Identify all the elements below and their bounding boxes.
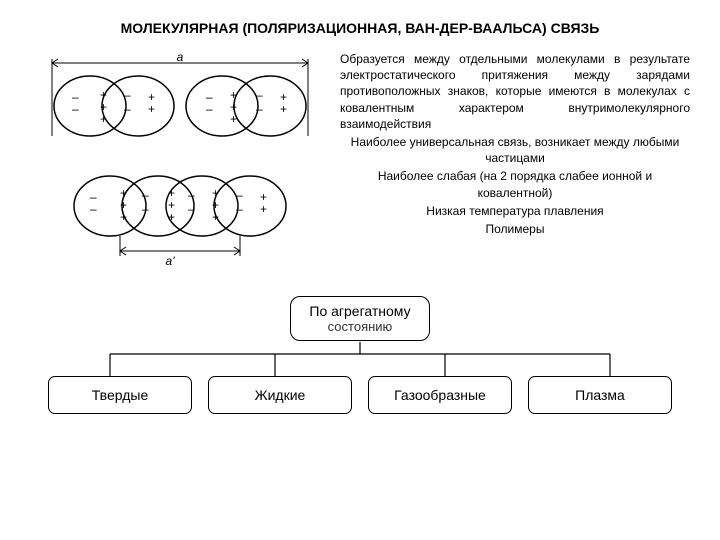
label-a-prime: a' xyxy=(166,254,176,268)
svg-text:–: – xyxy=(188,202,195,216)
description-text: Образуется между отдельными молекулами в… xyxy=(340,51,690,271)
page-title: МОЛЕКУЛЯРНАЯ (ПОЛЯРИЗАЦИОННАЯ, ВАН-ДЕР-В… xyxy=(30,20,690,36)
svg-text:–: – xyxy=(256,88,263,102)
desc-b2: Низкая температура плавления xyxy=(340,203,690,219)
diagram-svg: a –– +++ –– ++ –– +++ –– ++ –– +++ –– ++ xyxy=(30,51,320,271)
org-root: По агрегатному состоянию xyxy=(290,296,429,341)
svg-text:–: – xyxy=(124,102,131,116)
svg-text:+: + xyxy=(168,210,175,224)
svg-text:+: + xyxy=(212,210,219,224)
svg-text:+: + xyxy=(120,210,127,224)
upper-section: a –– +++ –– ++ –– +++ –– ++ –– +++ –– ++ xyxy=(30,51,690,271)
svg-text:–: – xyxy=(236,188,243,202)
svg-text:+: + xyxy=(230,112,237,126)
svg-text:–: – xyxy=(90,202,97,216)
molecule-diagram: a –– +++ –– ++ –– +++ –– ++ –– +++ –– ++ xyxy=(30,51,320,271)
org-chart: По агрегатному состоянию Твердые Жидкие … xyxy=(30,296,690,414)
svg-text:–: – xyxy=(256,102,263,116)
desc-b0: Наиболее универсальная связь, возникает … xyxy=(340,134,690,166)
svg-text:+: + xyxy=(100,112,107,126)
svg-text:+: + xyxy=(280,102,287,116)
svg-text:+: + xyxy=(148,102,155,116)
svg-text:–: – xyxy=(188,188,195,202)
svg-text:–: – xyxy=(206,102,213,116)
svg-text:–: – xyxy=(124,88,131,102)
svg-text:–: – xyxy=(142,188,149,202)
svg-text:–: – xyxy=(236,202,243,216)
svg-text:–: – xyxy=(72,102,79,116)
org-leaf-3: Плазма xyxy=(528,376,672,414)
svg-text:–: – xyxy=(142,202,149,216)
svg-text:+: + xyxy=(260,202,267,216)
desc-b3: Полимеры xyxy=(340,221,690,237)
desc-b1: Наиболее слабая (на 2 порядка слабее ион… xyxy=(340,168,690,200)
org-root-title: По агрегатному xyxy=(309,303,410,319)
org-root-sub: состоянию xyxy=(309,319,410,334)
desc-main: Образуется между отдельными молекулами в… xyxy=(340,51,690,132)
label-a: a xyxy=(177,51,184,64)
org-leaf-2: Газообразные xyxy=(368,376,512,414)
org-leaf-0: Твердые xyxy=(48,376,192,414)
org-leaf-1: Жидкие xyxy=(208,376,352,414)
